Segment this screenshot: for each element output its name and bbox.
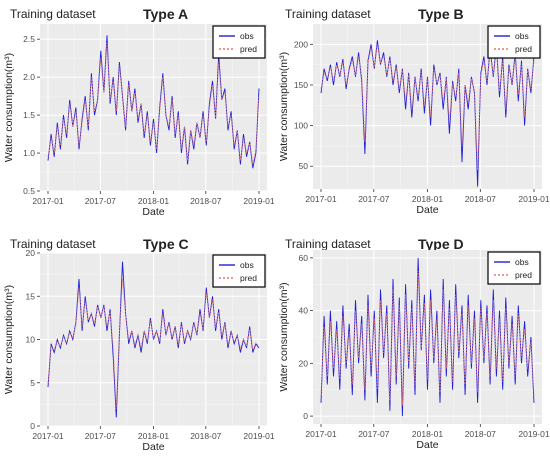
x-axis-label: Date <box>142 206 164 218</box>
legend-label-pred: pred <box>515 270 532 280</box>
y-tick-label: 100 <box>294 121 308 131</box>
legend: obs pred <box>212 25 266 59</box>
panel-title: Type C <box>143 236 189 252</box>
legend-box <box>487 251 541 285</box>
x-tick-label: 2018-01 <box>412 429 443 439</box>
legend-label-obs: obs <box>515 257 529 267</box>
x-tick-label: 2017-07 <box>85 196 116 206</box>
x-tick-label: 2017-07 <box>358 429 389 439</box>
x-tick-label: 2019-01 <box>243 196 274 206</box>
x-tick-label: 2017-01 <box>305 194 336 204</box>
y-tick-label: 15 <box>26 291 36 301</box>
y-axis-label: Water consumption(m³) <box>3 53 15 162</box>
y-tick-label: 2.0 <box>23 72 35 82</box>
x-tick-label: 2018-07 <box>465 429 496 439</box>
x-axis-label: Date <box>416 439 438 451</box>
y-axis-label: Water consumption(m³) <box>3 285 15 394</box>
x-tick-label: 2019-01 <box>518 194 549 204</box>
chart-panel-3: Training dataset Type C 0 5 10 15 20 2017-01 201… <box>3 236 275 453</box>
y-tick-label: 20 <box>299 358 309 368</box>
y-tick-label: 2.5 <box>23 34 35 44</box>
y-tick-label: 40 <box>299 306 309 316</box>
y-tick-label: 10 <box>26 335 36 345</box>
y-axis-label: Water consumption(m³) <box>278 282 290 391</box>
legend-box <box>487 25 541 59</box>
x-tick-label: 2018-01 <box>138 196 169 206</box>
legend-box <box>212 25 266 59</box>
x-tick-label: 2019-01 <box>243 431 274 441</box>
panel-title: Type B <box>418 6 464 22</box>
legend-label-pred: pred <box>515 44 532 54</box>
x-tick-label: 2019-01 <box>518 429 549 439</box>
series-line-obs <box>47 35 260 169</box>
legend: obs pred <box>487 25 541 59</box>
legend: obs pred <box>212 254 266 288</box>
y-tick-label: 1.0 <box>23 148 35 158</box>
panel-title: Type A <box>143 6 188 22</box>
series-line-obs <box>47 261 260 418</box>
x-tick-label: 2018-01 <box>138 431 169 441</box>
legend-box <box>212 254 266 288</box>
chart-panel-2: Training dataset Type B 50 100 150 200 2017-01… <box>278 6 550 216</box>
x-tick-label: 2018-07 <box>190 431 221 441</box>
panel-supertitle: Training dataset <box>10 237 96 251</box>
y-tick-label: 0.5 <box>23 186 35 196</box>
panel-supertitle: Training dataset <box>285 7 371 21</box>
y-tick-label: 20 <box>26 248 36 258</box>
x-tick-label: 2017-01 <box>32 431 63 441</box>
legend-label-obs: obs <box>240 260 254 270</box>
y-tick-label: 60 <box>299 253 309 263</box>
y-tick-label: 5 <box>30 378 35 388</box>
y-axis-label: Water consumption(m³) <box>278 52 290 161</box>
x-tick-label: 2017-01 <box>305 429 336 439</box>
x-tick-label: 2018-07 <box>465 194 496 204</box>
series-line-pred <box>320 271 535 406</box>
x-axis-label: Date <box>416 204 438 216</box>
x-axis-label: Date <box>142 441 164 453</box>
x-tick-label: 2017-07 <box>358 194 389 204</box>
x-tick-label: 2018-01 <box>412 194 443 204</box>
series-line-pred <box>320 44 535 171</box>
legend: obs pred <box>487 251 541 285</box>
y-tick-label: 1.5 <box>23 110 35 120</box>
series-line-pred <box>47 278 260 409</box>
legend-label-obs: obs <box>240 31 254 41</box>
y-tick-label: 150 <box>294 80 308 90</box>
legend-label-pred: pred <box>240 44 257 54</box>
y-tick-label: 50 <box>299 161 309 171</box>
y-tick-label: 0 <box>30 421 35 431</box>
x-tick-label: 2017-01 <box>32 196 63 206</box>
chart-panel-1: Training dataset Type A 0.5 1.0 1.5 2.0 2.5 201… <box>3 6 275 218</box>
panel-supertitle: Training dataset <box>285 237 371 251</box>
panel-supertitle: Training dataset <box>10 7 96 21</box>
y-tick-label: 0 <box>303 411 308 421</box>
panel-title: Type D <box>418 236 464 252</box>
x-tick-label: 2017-07 <box>85 431 116 441</box>
legend-label-pred: pred <box>240 273 257 283</box>
x-tick-label: 2018-07 <box>190 196 221 206</box>
legend-label-obs: obs <box>515 31 529 41</box>
y-tick-label: 200 <box>294 39 308 49</box>
chart-panel-4: Training dataset Type D 0 20 40 60 2017-01 2017… <box>278 236 550 451</box>
